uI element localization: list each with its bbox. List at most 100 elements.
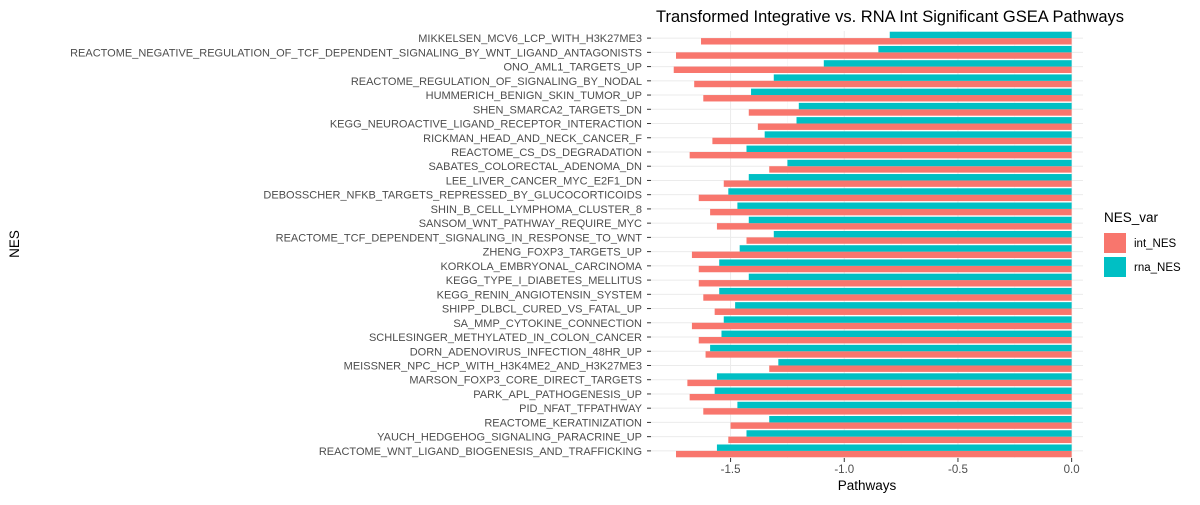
bar-rna-nes [773,230,1072,238]
bar-rna-nes [737,202,1072,209]
bar-rna-nes [748,216,1072,224]
bar-rna-nes [735,302,1072,309]
bar-int-nes [673,66,1072,73]
value-axis-ticks: -1.5 -1.0 -0.5 0.0 [721,458,1080,476]
bar-rna-nes [716,444,1072,451]
category-label: KORKOLA_EMBRYONAL_CARCINOMA [440,261,642,273]
category-label: SANSOM_WNT_PATHWAY_REQUIRE_MYC [419,218,642,230]
category-label: KEGG_TYPE_I_DIABETES_MELLITUS [446,275,642,287]
bar-int-nes [691,322,1072,330]
legend-label: int_NES [1134,238,1177,250]
bar-rna-nes [889,31,1072,39]
bar-rna-nes [723,316,1072,323]
category-label: SCHLESINGER_METHYLATED_IN_COLON_CANCER [369,332,642,344]
category-label: REACTOME_NEGATIVE_REGULATION_OF_TCF_DEPE… [70,47,642,59]
category-label: REACTOME_REGULATION_OF_SIGNALING_BY_NODA… [351,76,642,88]
category-label: ONO_AML1_TARGETS_UP [503,62,642,74]
bar-int-nes [723,180,1072,187]
category-label: PID_NFAT_TFPATHWAY [519,403,643,415]
category-label: REACTOME_KERATINIZATION [484,417,642,429]
value-tick-label: -1.0 [834,464,854,476]
bar-int-nes [712,137,1072,145]
bar-int-nes [698,194,1072,202]
legend-swatch [1104,233,1126,253]
bar-int-nes [728,436,1072,444]
category-label: RICKMAN_HEAD_AND_NECK_CANCER_F [423,133,642,145]
legend: NES_var int_NES rna_NES [1104,210,1181,277]
bar-int-nes [698,265,1072,273]
bar-int-nes [710,208,1072,216]
category-label: ZHENG_FOXP3_TARGETS_UP [483,247,642,259]
category-axis-labels: MIKKELSEN_MCV6_LCP_WITH_H3K27ME3 REACTOME… [70,33,651,458]
bar-rna-nes [778,359,1072,366]
bar-rna-nes [739,245,1072,252]
bar-int-nes [705,351,1072,358]
bar-int-nes [698,280,1072,287]
category-label: REACTOME_WNT_LIGAND_BIOGENESIS_AND_TRAFF… [319,446,642,458]
bar-int-nes [716,223,1072,230]
category-label: MARSON_FOXP3_CORE_DIRECT_TARGETS [409,375,642,387]
category-label: SHIN_B_CELL_LYMPHOMA_CLUSTER_8 [431,204,642,216]
category-label: SHEN_SMARCA2_TARGETS_DN [473,104,642,116]
category-label: SHIPP_DLBCL_CURED_VS_FATAL_UP [442,304,642,316]
bar-rna-nes [728,188,1072,195]
bar-rna-nes [719,287,1072,295]
category-label: HUMMERICH_BENIGN_SKIN_TUMOR_UP [426,90,642,102]
category-label: SABATES_COLORECTAL_ADENOMA_DN [428,161,642,173]
y-axis-title: NES [7,230,22,258]
category-label: MIKKELSEN_MCV6_LCP_WITH_H3K27ME3 [418,33,642,45]
x-axis-title: Pathways [838,478,897,493]
bar-int-nes [687,379,1072,387]
category-label: REACTOME_TCF_DEPENDENT_SIGNALING_IN_RESP… [276,232,643,244]
bar-int-nes [757,123,1072,130]
category-label: KEGG_RENIN_ANGIOTENSIN_SYSTEM [437,289,642,301]
bar-int-nes [689,393,1072,401]
bar-rna-nes [751,88,1072,96]
category-label: MEISSNER_NPC_HCP_WITH_H3K4ME2_AND_H3K27M… [344,360,642,372]
value-tick-label: 0.0 [1064,464,1080,476]
bar-int-nes [703,95,1072,102]
bar-rna-nes [710,344,1072,352]
bar-int-nes [701,38,1072,45]
value-tick-label: -0.5 [948,464,968,476]
bar-int-nes [698,337,1072,344]
chart-title: Transformed Integrative vs. RNA Int Sign… [656,8,1124,26]
bar-rna-nes [787,159,1072,167]
bar-rna-nes [769,416,1072,423]
bar-rna-nes [746,145,1072,152]
bar-rna-nes [748,273,1072,281]
bars-group [673,31,1072,458]
bar-int-nes [703,294,1072,301]
bar-int-nes [676,450,1072,458]
bar-int-nes [769,365,1072,372]
bar-int-nes [746,237,1072,244]
category-label: KEGG_NEUROACTIVE_LIGAND_RECEPTOR_INTERAC… [330,119,642,131]
bar-int-nes [703,408,1072,415]
bar-rna-nes [737,401,1072,409]
legend-label: rna_NES [1134,262,1181,274]
category-label: YAUCH_HEDGEHOG_SIGNALING_PARACRINE_UP [377,432,642,444]
bar-rna-nes [714,387,1072,394]
bar-int-nes [769,166,1072,173]
bar-rna-nes [798,102,1072,110]
bar-rna-nes [796,117,1072,124]
bar-int-nes [748,109,1072,116]
bar-int-nes [694,80,1072,88]
bar-rna-nes [773,74,1072,81]
category-label: DEBOSSCHER_NFKB_TARGETS_REPRESSED_BY_GLU… [263,190,642,202]
category-label: DORN_ADENOVIRUS_INFECTION_48HR_UP [410,346,642,358]
legend-title: NES_var [1104,210,1159,225]
category-label: LEE_LIVER_CANCER_MYC_E2F1_DN [446,175,642,187]
bar-rna-nes [746,430,1072,437]
legend-swatch [1104,257,1126,277]
bar-int-nes [689,151,1072,159]
bar-rna-nes [878,45,1072,53]
bar-int-nes [691,251,1072,259]
category-label: REACTOME_CS_DS_DEGRADATION [451,147,642,159]
bar-rna-nes [823,60,1072,67]
bar-rna-nes [748,174,1072,181]
bar-rna-nes [719,259,1072,266]
plot-panel [651,31,1083,458]
category-label: SA_MMP_CYTOKINE_CONNECTION [453,318,642,330]
